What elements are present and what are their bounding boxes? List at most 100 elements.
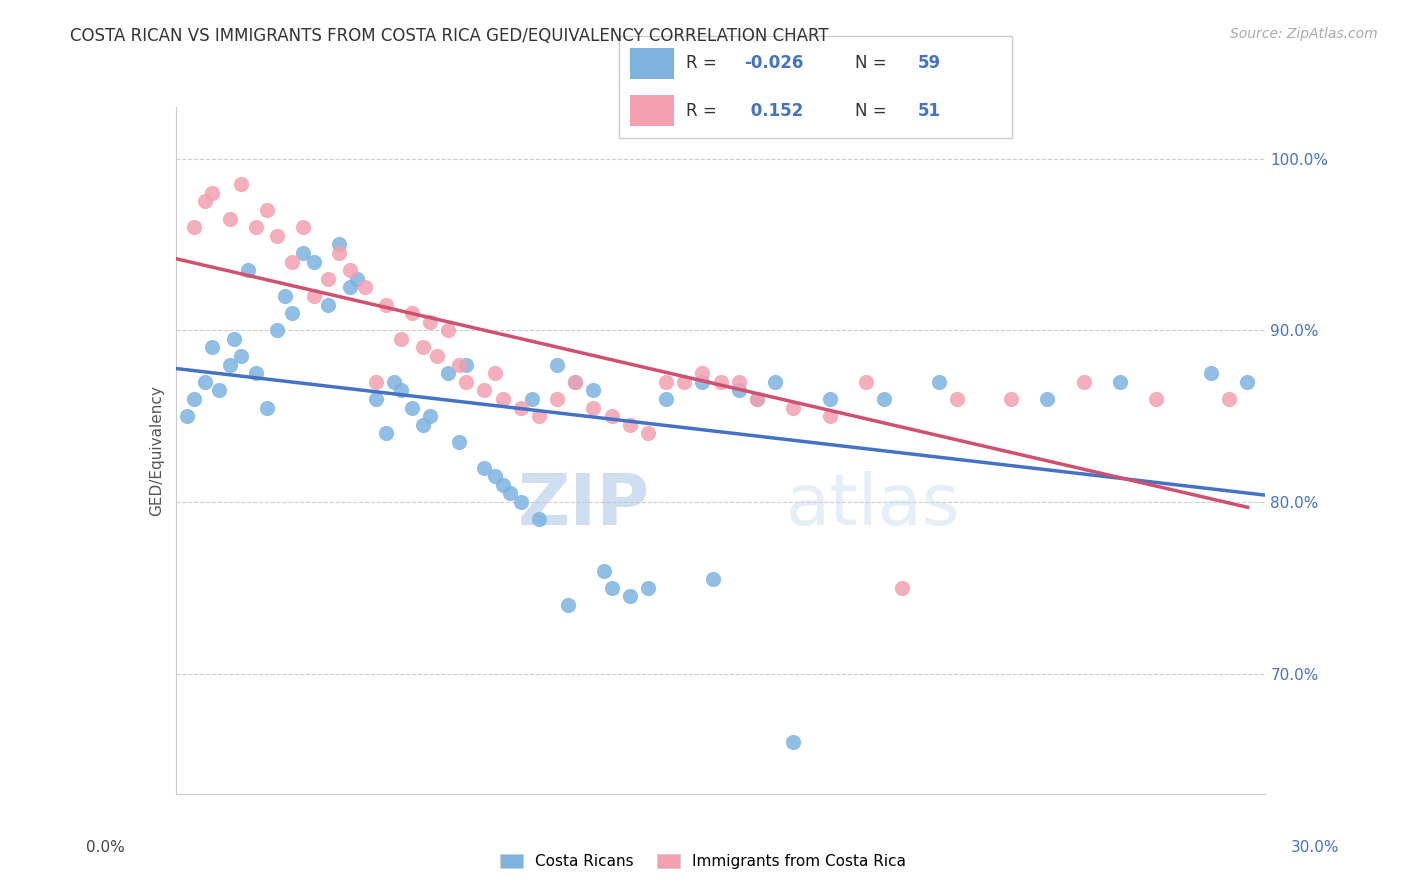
Point [1000, 392, 1022, 406]
Text: 59: 59 [918, 54, 941, 72]
Point [818, 409, 841, 423]
Point [527, 512, 550, 526]
Point [375, 426, 398, 441]
Point [339, 263, 361, 277]
Point [412, 340, 434, 354]
Point [600, 581, 623, 595]
Point [637, 426, 659, 441]
Point [256, 202, 278, 217]
Text: R =: R = [686, 54, 721, 72]
Text: N =: N = [855, 102, 891, 120]
Point [600, 409, 623, 423]
Point [401, 306, 423, 320]
Point [928, 375, 950, 389]
Point [208, 384, 231, 398]
Point [492, 392, 515, 406]
FancyBboxPatch shape [630, 95, 673, 126]
Point [291, 246, 314, 260]
Point [520, 392, 543, 406]
Point [328, 246, 350, 260]
Point [281, 254, 304, 268]
Point [593, 564, 616, 578]
Text: atlas: atlas [786, 471, 960, 540]
Y-axis label: GED/Equivalency: GED/Equivalency [149, 385, 165, 516]
Point [484, 469, 506, 483]
Point [245, 366, 267, 380]
Point [492, 477, 515, 491]
Point [447, 434, 470, 449]
Point [474, 460, 496, 475]
Point [176, 409, 198, 423]
Text: 0.152: 0.152 [745, 102, 803, 120]
Point [219, 358, 242, 372]
Point [339, 280, 361, 294]
Point [499, 486, 522, 500]
Point [782, 401, 804, 415]
Point [266, 323, 288, 337]
Point [619, 590, 641, 604]
Legend: Costa Ricans, Immigrants from Costa Rica: Costa Ricans, Immigrants from Costa Rica [494, 848, 912, 875]
Point [437, 366, 460, 380]
FancyBboxPatch shape [630, 48, 673, 78]
Point [763, 375, 786, 389]
Point [727, 375, 749, 389]
Point [1218, 392, 1240, 406]
Point [564, 375, 586, 389]
Text: 30.0%: 30.0% [1291, 840, 1339, 855]
Point [745, 392, 768, 406]
Point [353, 280, 375, 294]
Point [564, 375, 586, 389]
Point [231, 178, 253, 192]
Point [302, 289, 325, 303]
Point [509, 401, 531, 415]
Point [419, 315, 441, 329]
Point [437, 323, 460, 337]
Text: 51: 51 [918, 102, 941, 120]
Point [183, 220, 205, 235]
Point [346, 271, 368, 285]
Point [456, 375, 478, 389]
Point [745, 392, 768, 406]
Point [509, 495, 531, 509]
Text: N =: N = [855, 54, 891, 72]
Point [302, 254, 325, 268]
Point [727, 384, 749, 398]
Point [582, 384, 605, 398]
Point [710, 375, 733, 389]
Point [702, 572, 724, 586]
Point [426, 349, 449, 363]
Point [782, 735, 804, 749]
Point [474, 384, 496, 398]
Point [818, 392, 841, 406]
Point [412, 417, 434, 432]
Point [274, 289, 297, 303]
Point [1146, 392, 1168, 406]
Point [201, 340, 224, 354]
Point [1036, 392, 1059, 406]
Point [219, 211, 242, 226]
Point [527, 409, 550, 423]
Point [256, 401, 278, 415]
Point [291, 220, 314, 235]
Point [692, 366, 714, 380]
Text: COSTA RICAN VS IMMIGRANTS FROM COSTA RICA GED/EQUIVALENCY CORRELATION CHART: COSTA RICAN VS IMMIGRANTS FROM COSTA RIC… [70, 27, 830, 45]
Point [673, 375, 696, 389]
Point [447, 358, 470, 372]
Point [456, 358, 478, 372]
Point [1236, 375, 1258, 389]
Point [194, 194, 217, 209]
Point [281, 306, 304, 320]
Point [375, 297, 398, 311]
Point [891, 581, 914, 595]
Point [245, 220, 267, 235]
Point [318, 271, 340, 285]
Point [1109, 375, 1132, 389]
Text: ZIP: ZIP [517, 471, 650, 540]
Point [328, 237, 350, 252]
Point [582, 401, 605, 415]
Point [557, 598, 579, 612]
Point [1199, 366, 1222, 380]
Point [546, 392, 568, 406]
Point [201, 186, 224, 200]
Point [873, 392, 896, 406]
